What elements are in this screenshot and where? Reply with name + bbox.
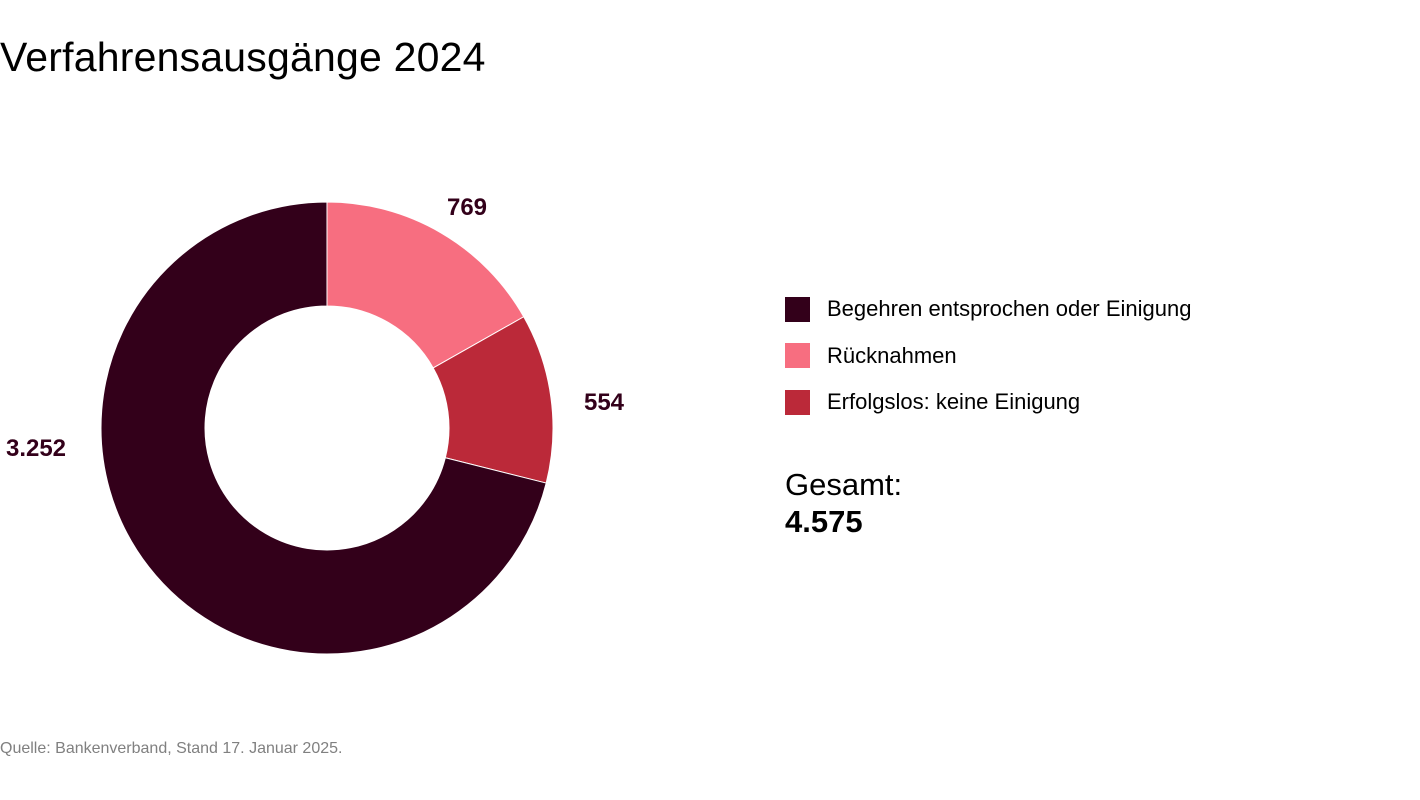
total-value: 4.575	[785, 504, 863, 539]
donut-chart	[100, 201, 554, 655]
legend-item: Begehren entsprochen oder Einigung	[785, 295, 1192, 323]
total-label: Gesamt:	[785, 467, 903, 502]
data-label-ruecknahmen: 769	[446, 194, 488, 221]
legend: Begehren entsprochen oder Einigung Rückn…	[785, 295, 1192, 435]
data-label-begehren: 3.252	[5, 435, 67, 462]
legend-label: Erfolgslos: keine Einigung	[827, 389, 1081, 414]
legend-label: Rücknahmen	[827, 342, 957, 368]
legend-item: Rücknahmen	[785, 342, 1192, 370]
donut-slice-0	[326, 201, 525, 369]
legend-item: Erfolgslos: keine Einigung	[785, 388, 1192, 416]
source-note: Quelle: Bankenverband, Stand 17. Januar …	[0, 740, 343, 757]
donut-slice-2	[100, 201, 547, 655]
data-label-erfolgslos: 554	[583, 389, 625, 416]
legend-label: Begehren entsprochen oder Einigung	[827, 296, 1192, 321]
legend-swatch	[785, 389, 810, 415]
legend-swatch	[785, 343, 810, 368]
legend-swatch	[785, 296, 810, 322]
chart-title: Verfahrensausgänge 2024	[0, 34, 486, 80]
